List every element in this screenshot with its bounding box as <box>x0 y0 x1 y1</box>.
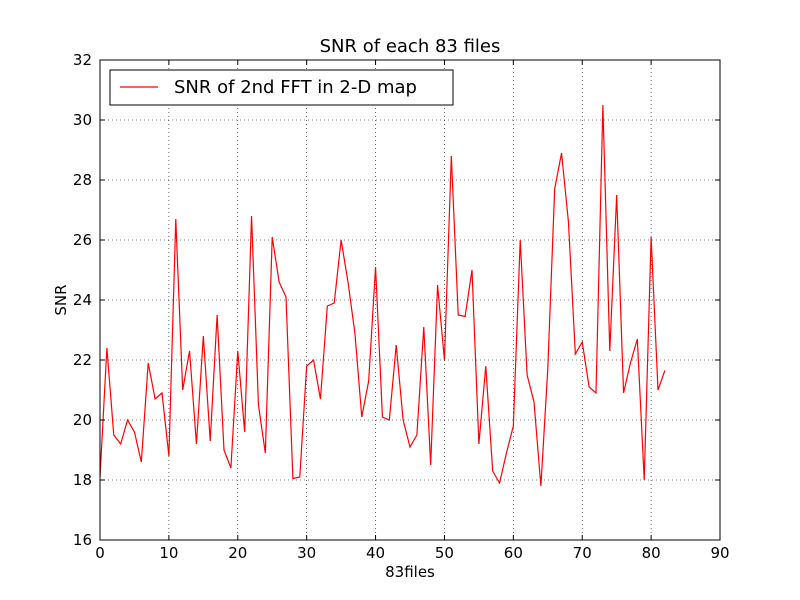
y-tick-label: 28 <box>73 171 92 189</box>
y-tick-label: 26 <box>73 231 92 249</box>
x-tick-label: 0 <box>95 544 105 562</box>
legend-box <box>109 69 454 106</box>
y-tick-label: 16 <box>73 531 92 549</box>
y-tick-label: 32 <box>73 51 92 69</box>
x-axis: 0 10 20 30 40 50 60 70 80 90 <box>95 60 730 562</box>
legend-label: SNR of 2nd FFT in 2-D map <box>174 77 417 98</box>
y-axis-label: SNR <box>52 284 70 315</box>
y-tick-label: 30 <box>73 111 92 129</box>
series-layer <box>99 104 666 487</box>
grid <box>100 60 720 540</box>
x-tick-label: 50 <box>435 544 454 562</box>
x-tick-label: 10 <box>159 544 178 562</box>
legend: SNR of 2nd FFT in 2-D map <box>109 69 454 106</box>
series-line <box>99 104 666 487</box>
x-tick-label: 20 <box>228 544 247 562</box>
x-tick-label: 70 <box>573 544 592 562</box>
y-tick-label: 20 <box>73 411 92 429</box>
y-tick-label: 24 <box>73 291 92 309</box>
y-tick-label: 18 <box>73 471 92 489</box>
x-axis-label: 83files <box>385 563 435 581</box>
x-tick-label: 80 <box>642 544 661 562</box>
x-tick-label: 30 <box>297 544 316 562</box>
x-tick-label: 40 <box>366 544 385 562</box>
y-axis: 16 18 20 22 24 26 28 30 32 <box>73 51 720 549</box>
x-tick-label: 60 <box>504 544 523 562</box>
x-tick-label: 90 <box>710 544 729 562</box>
chart-title: SNR of each 83 files <box>320 36 501 57</box>
y-tick-label: 22 <box>73 351 92 369</box>
